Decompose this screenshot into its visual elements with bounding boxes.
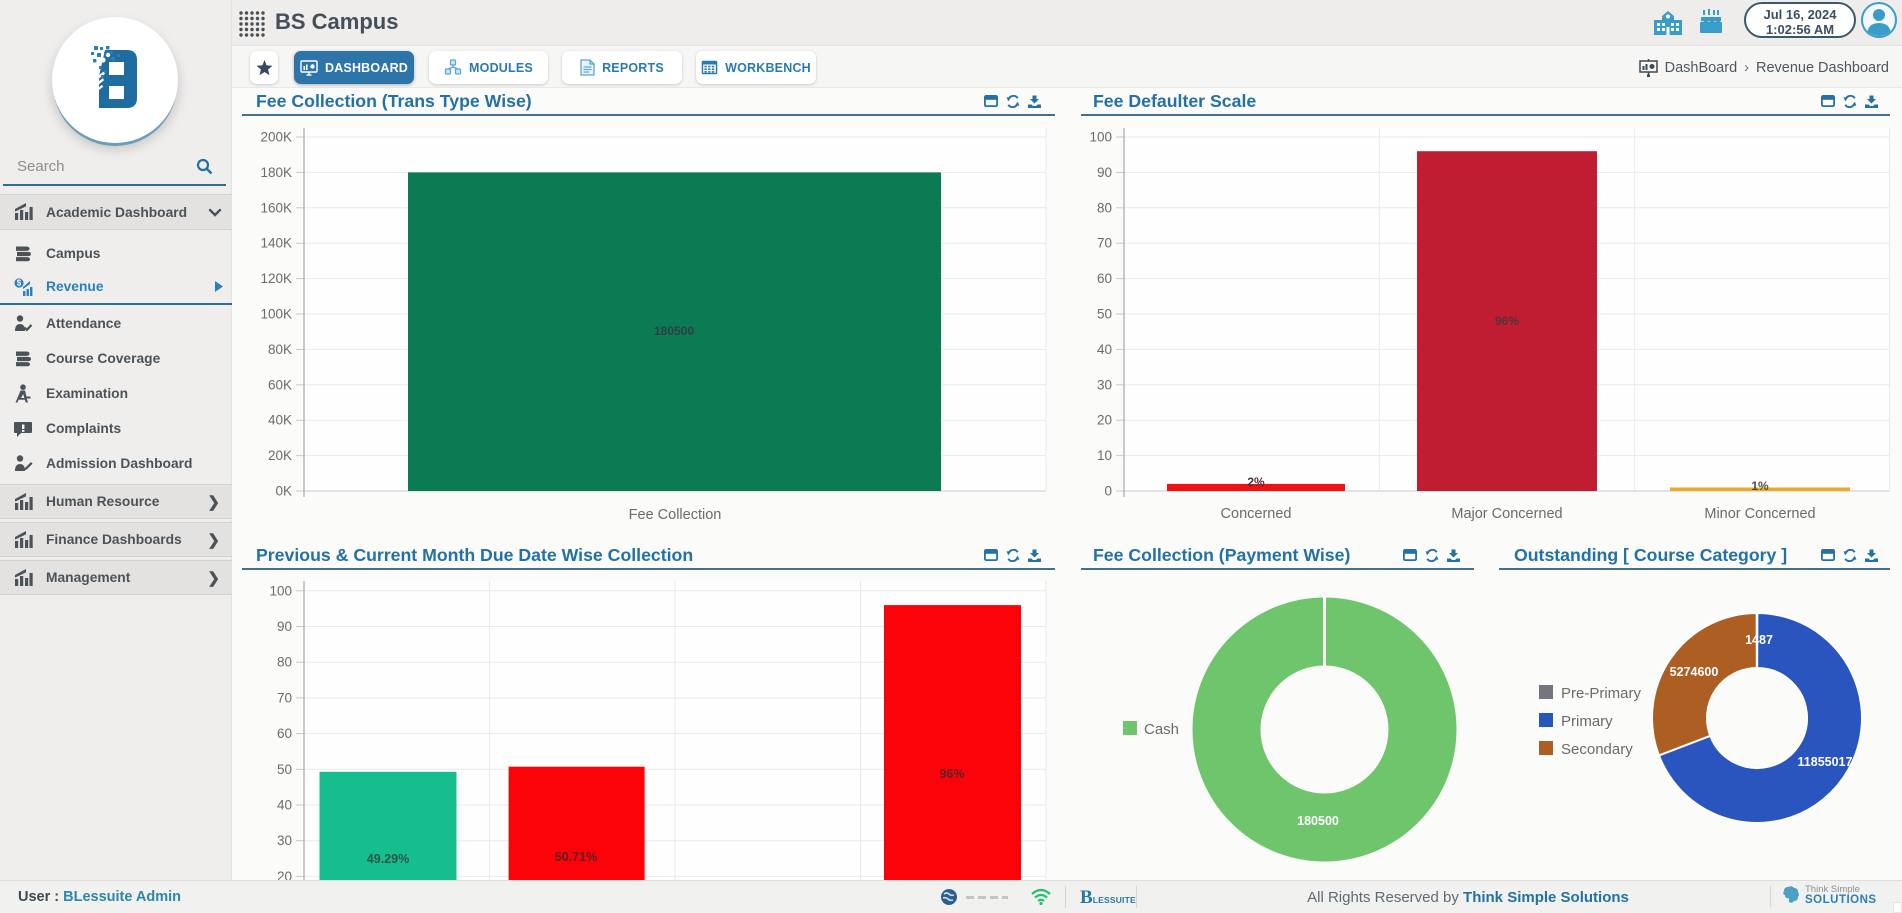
svg-text:40: 40 [1097,342,1112,357]
svg-text:40K: 40K [268,413,292,428]
svg-text:Fee Collection: Fee Collection [629,507,722,523]
svg-text:Major Concerned: Major Concerned [1451,506,1562,522]
svg-text:Primary: Primary [1561,713,1613,730]
svg-text:140K: 140K [260,236,292,251]
svg-text:49.29%: 49.29% [367,852,409,866]
svg-text:96%: 96% [1495,314,1519,328]
svg-text:100K: 100K [260,307,292,322]
svg-text:30: 30 [277,833,292,848]
svg-text:20: 20 [277,869,292,880]
svg-text:0K: 0K [275,484,292,499]
svg-text:40: 40 [277,798,292,813]
svg-text:Cash: Cash [1144,721,1179,738]
svg-text:1487: 1487 [1745,633,1773,647]
svg-text:90: 90 [1097,165,1112,180]
svg-text:120K: 120K [260,271,292,286]
svg-text:80K: 80K [268,342,292,357]
svg-text:180500: 180500 [1297,814,1339,828]
svg-text:60: 60 [277,726,292,741]
svg-text:Secondary: Secondary [1561,741,1633,758]
svg-text:20K: 20K [268,448,292,463]
svg-text:90: 90 [277,619,292,634]
svg-text:80: 80 [277,655,292,670]
svg-text:0: 0 [1104,484,1112,499]
svg-text:10: 10 [1097,448,1112,463]
svg-text:60K: 60K [268,377,292,392]
svg-text:20: 20 [1097,413,1112,428]
svg-text:180500: 180500 [654,324,694,338]
svg-text:70: 70 [277,690,292,705]
svg-text:50.71%: 50.71% [555,850,597,864]
svg-text:200K: 200K [260,130,292,145]
svg-text:50: 50 [277,762,292,777]
svg-text:180K: 180K [260,165,292,180]
svg-text:$: $ [17,278,22,287]
svg-text:Minor Concerned: Minor Concerned [1704,506,1815,522]
svg-text:80: 80 [1097,200,1112,215]
svg-text:Pre-Primary: Pre-Primary [1561,685,1642,702]
svg-text:30: 30 [1097,377,1112,392]
svg-text:5274600: 5274600 [1670,665,1719,679]
svg-text:Concerned: Concerned [1221,506,1292,522]
svg-text:100: 100 [269,583,292,598]
svg-text:96%: 96% [939,767,964,781]
svg-text:70: 70 [1097,236,1112,251]
svg-text:100: 100 [1089,130,1112,145]
svg-text:50: 50 [1097,307,1112,322]
svg-text:2%: 2% [1247,475,1265,489]
svg-text:60: 60 [1097,271,1112,286]
svg-text:1%: 1% [1751,479,1769,493]
svg-text:11855017: 11855017 [1798,755,1853,769]
svg-text:160K: 160K [260,200,292,215]
